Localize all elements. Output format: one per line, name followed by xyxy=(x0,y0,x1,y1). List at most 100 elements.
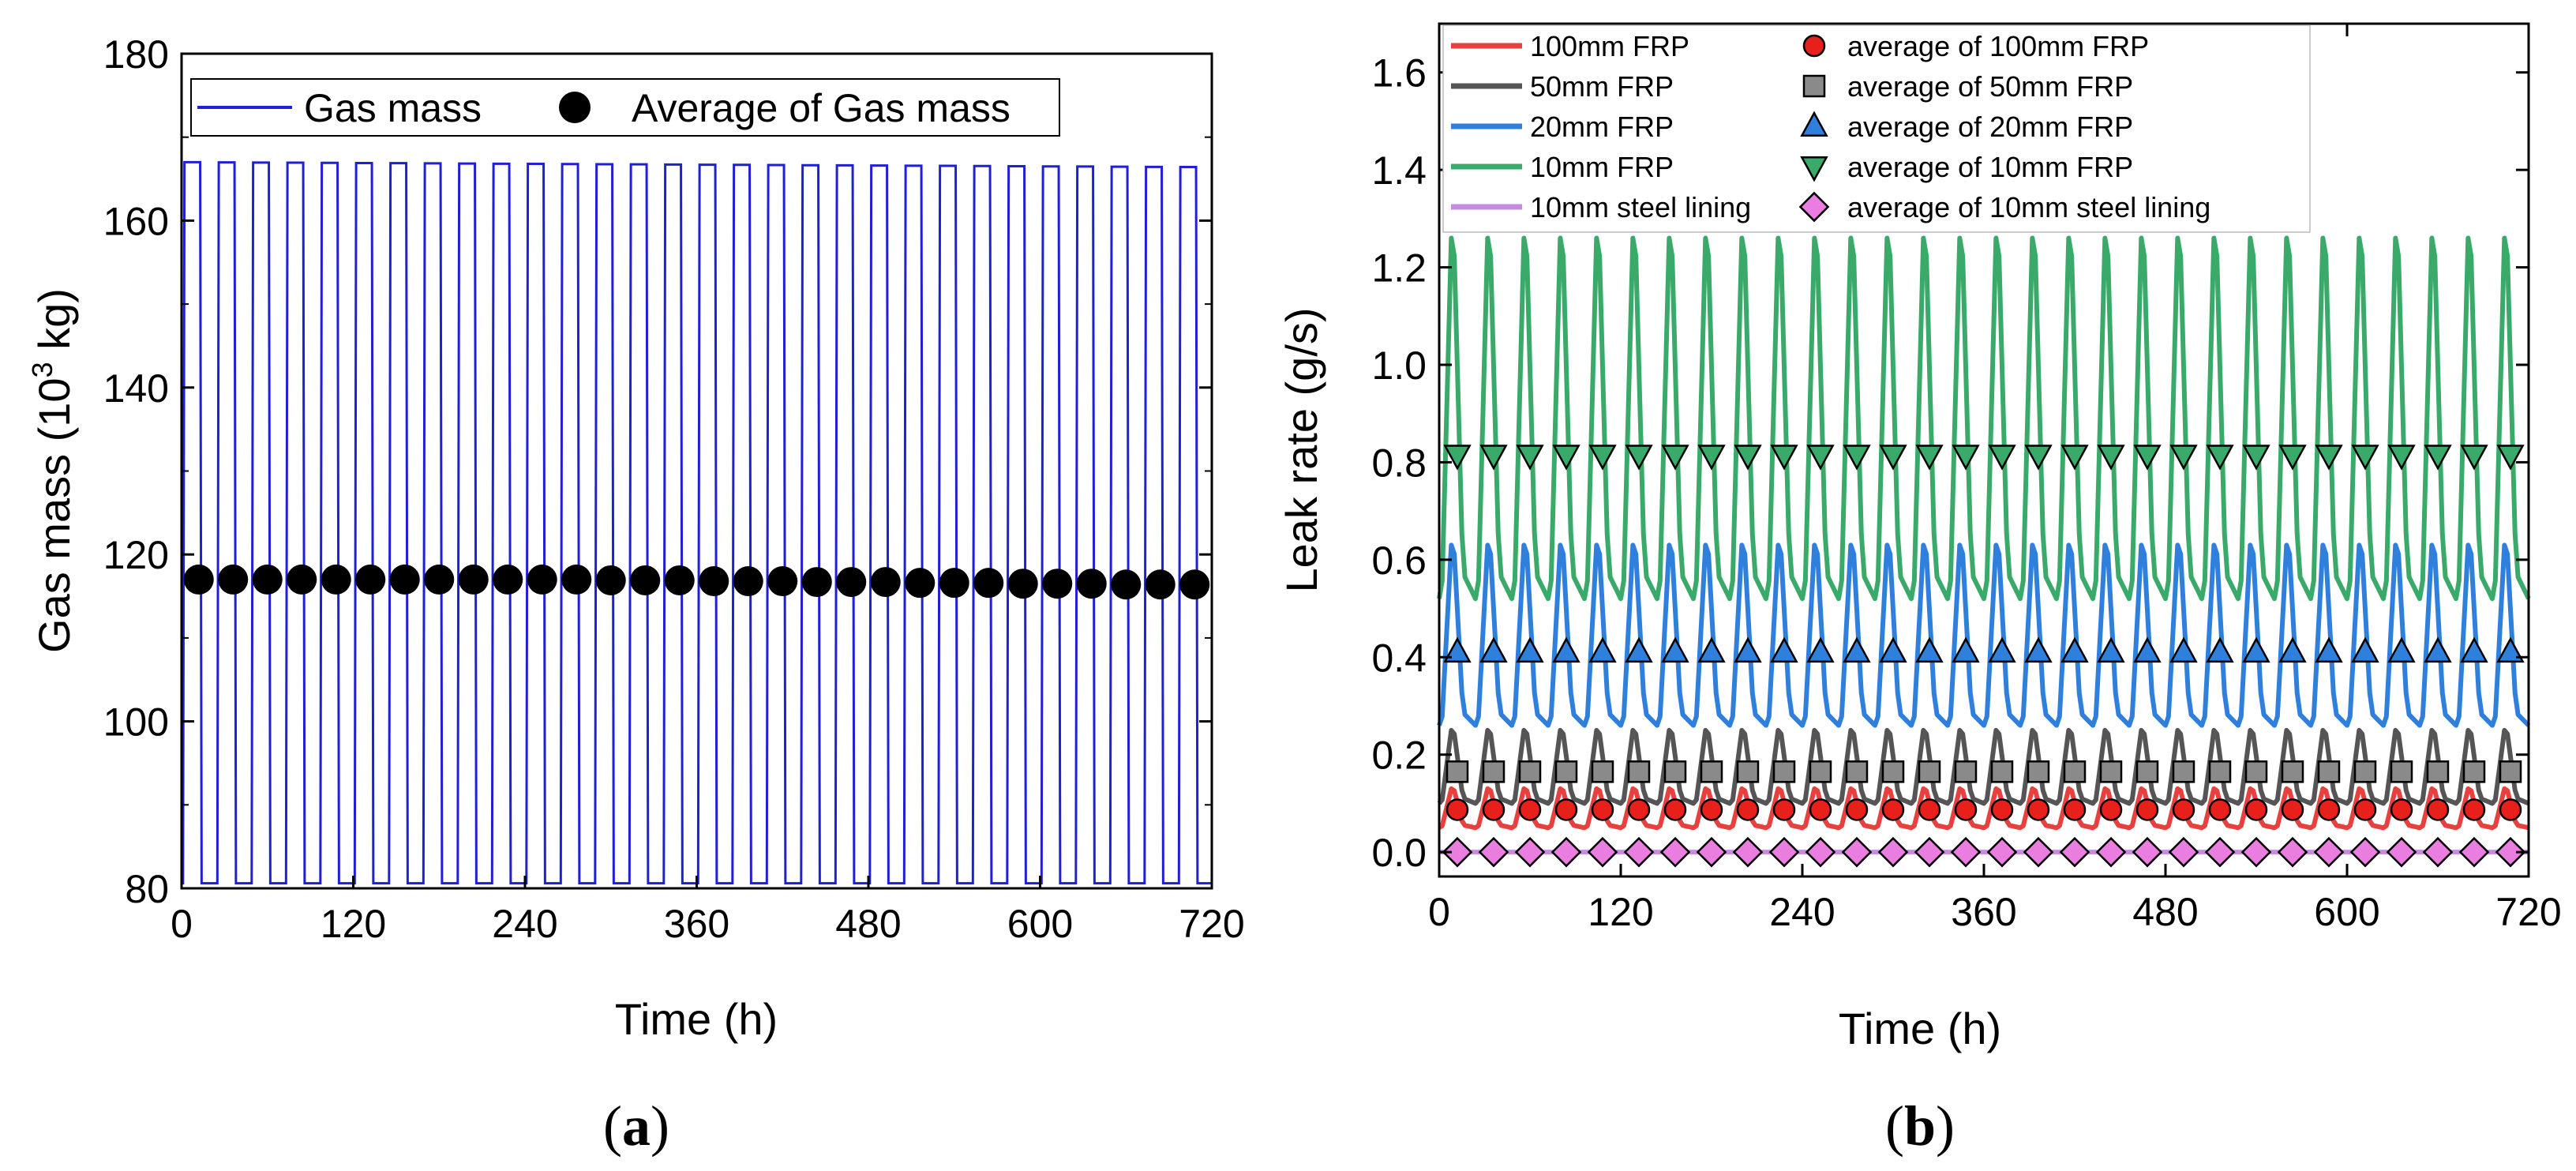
average-gas-mass-point xyxy=(355,564,386,595)
average-marker-0 xyxy=(1954,798,1978,821)
average-marker-4 xyxy=(1914,836,1945,868)
average-marker-3 xyxy=(1843,445,1871,471)
average-marker-3 xyxy=(1988,445,2016,471)
average-marker-2 xyxy=(1588,636,1617,663)
average-marker-3 xyxy=(2315,445,2343,471)
average-marker-1 xyxy=(2099,760,2123,783)
average-marker-4 xyxy=(2386,836,2417,868)
legend-label-0: 100mm FRP xyxy=(1530,30,1689,62)
average-marker-3 xyxy=(2097,445,2125,471)
average-marker-0 xyxy=(2426,798,2450,821)
average-marker-4 xyxy=(1659,836,1691,868)
legend-gas-mass-label: Gas mass xyxy=(304,86,482,130)
x-tick-label: 720 xyxy=(1179,902,1244,946)
average-marker-1 xyxy=(1627,760,1651,783)
average-marker-3 xyxy=(1879,445,1907,471)
y-tick-label: 1.0 xyxy=(1371,343,1427,388)
legend-average-gas-mass-marker xyxy=(559,92,591,123)
average-marker-3 xyxy=(2460,445,2488,471)
average-marker-2 xyxy=(2278,636,2307,663)
average-marker-1 xyxy=(2390,760,2413,783)
average-marker-1 xyxy=(2499,760,2522,783)
average-marker-0 xyxy=(2317,798,2341,821)
panel-a-frame xyxy=(180,52,1213,890)
average-marker-4 xyxy=(1805,836,1836,868)
average-gas-mass-point xyxy=(1111,569,1142,600)
average-marker-3 xyxy=(1697,445,1726,471)
panel-b-chart: 0 120 240 360 480 600 720 0.0 0.2 0.4 0.6 0.8 1.0 1.2… xyxy=(1277,22,2562,1158)
average-gas-mass-point xyxy=(218,564,249,595)
average-gas-mass-point xyxy=(458,564,489,595)
average-marker-2 xyxy=(2351,636,2379,663)
average-marker-2 xyxy=(2024,636,2053,663)
panel-b-x-axis-label: Time (h) xyxy=(1839,1004,2001,1053)
average-marker-3 xyxy=(2278,445,2307,471)
average-marker-2 xyxy=(1952,636,1980,663)
average-marker-2 xyxy=(1697,636,1726,663)
average-marker-4 xyxy=(2168,836,2199,868)
average-marker-1 xyxy=(2027,760,2050,783)
average-marker-3 xyxy=(1443,445,1472,471)
average-marker-1 xyxy=(1954,760,1978,783)
average-marker-1 xyxy=(1482,760,1505,783)
average-marker-0 xyxy=(1518,798,1542,821)
average-marker-0 xyxy=(2172,798,2195,821)
average-marker-0 xyxy=(2208,798,2232,821)
average-marker-1 xyxy=(1736,760,1760,783)
average-marker-0 xyxy=(1627,798,1651,821)
x-tick-label: 480 xyxy=(835,902,901,946)
average-marker-1 xyxy=(1700,760,1723,783)
average-marker-1 xyxy=(1554,760,1578,783)
average-gas-mass-point xyxy=(733,566,763,597)
average-marker-2 xyxy=(1988,636,2016,663)
average-gas-mass-point xyxy=(1007,569,1038,599)
average-marker-1 xyxy=(1845,760,1869,783)
legend-avg-marker-1 xyxy=(1802,74,1826,98)
average-marker-2 xyxy=(2424,636,2452,663)
average-marker-0 xyxy=(1809,798,1832,821)
legend-avg-label-2: average of 20mm FRP xyxy=(1847,111,2133,143)
average-marker-4 xyxy=(1950,836,1982,868)
average-marker-3 xyxy=(1806,445,1835,471)
panel-b-ticks: 0 120 240 360 480 600 720 0.0 0.2 0.4 0.6 0.8 1.0 1.2… xyxy=(1371,24,2562,934)
average-marker-0 xyxy=(2281,798,2304,821)
average-marker-4 xyxy=(1442,836,1473,868)
average-marker-1 xyxy=(2172,760,2195,783)
average-marker-4 xyxy=(2132,836,2163,868)
y-tick-label: 1.2 xyxy=(1371,246,1427,291)
average-marker-0 xyxy=(1554,798,1578,821)
average-marker-4 xyxy=(2495,836,2526,868)
y-tick-label: 1.4 xyxy=(1371,148,1427,193)
average-marker-4 xyxy=(1514,836,1546,868)
average-marker-0 xyxy=(1990,798,2014,821)
average-gas-mass-point xyxy=(1179,569,1210,600)
average-marker-2 xyxy=(2169,636,2198,663)
average-marker-4 xyxy=(1478,836,1509,868)
panel-a-y-axis-label: Gas mass (103 kg) xyxy=(26,288,79,653)
average-marker-2 xyxy=(1879,636,1907,663)
average-gas-mass-point xyxy=(1042,569,1073,599)
average-marker-0 xyxy=(2353,798,2377,821)
average-marker-2 xyxy=(1443,636,1472,663)
y-tick-label: 100 xyxy=(103,700,169,745)
average-marker-0 xyxy=(2462,798,2486,821)
average-gas-mass-point xyxy=(424,564,455,595)
average-marker-2 xyxy=(2060,636,2089,663)
average-gas-mass-point xyxy=(1076,569,1107,599)
y-tick-label: 0.0 xyxy=(1371,831,1427,875)
average-marker-0 xyxy=(2499,798,2522,821)
average-marker-0 xyxy=(1445,798,1469,821)
average-marker-4 xyxy=(2240,836,2272,868)
average-marker-1 xyxy=(1809,760,1832,783)
panel-b-legend: 100mm FRP average of 100mm FRP 50mm FRP ave… xyxy=(1442,24,2311,233)
average-marker-3 xyxy=(2424,445,2452,471)
average-marker-3 xyxy=(2024,445,2053,471)
x-tick-label: 0 xyxy=(1428,890,1450,934)
average-marker-1 xyxy=(1772,760,1796,783)
average-marker-2 xyxy=(1516,636,1544,663)
legend-label-3: 10mm FRP xyxy=(1530,151,1674,183)
average-marker-0 xyxy=(2390,798,2413,821)
average-marker-2 xyxy=(2097,636,2125,663)
average-marker-4 xyxy=(2059,836,2090,868)
